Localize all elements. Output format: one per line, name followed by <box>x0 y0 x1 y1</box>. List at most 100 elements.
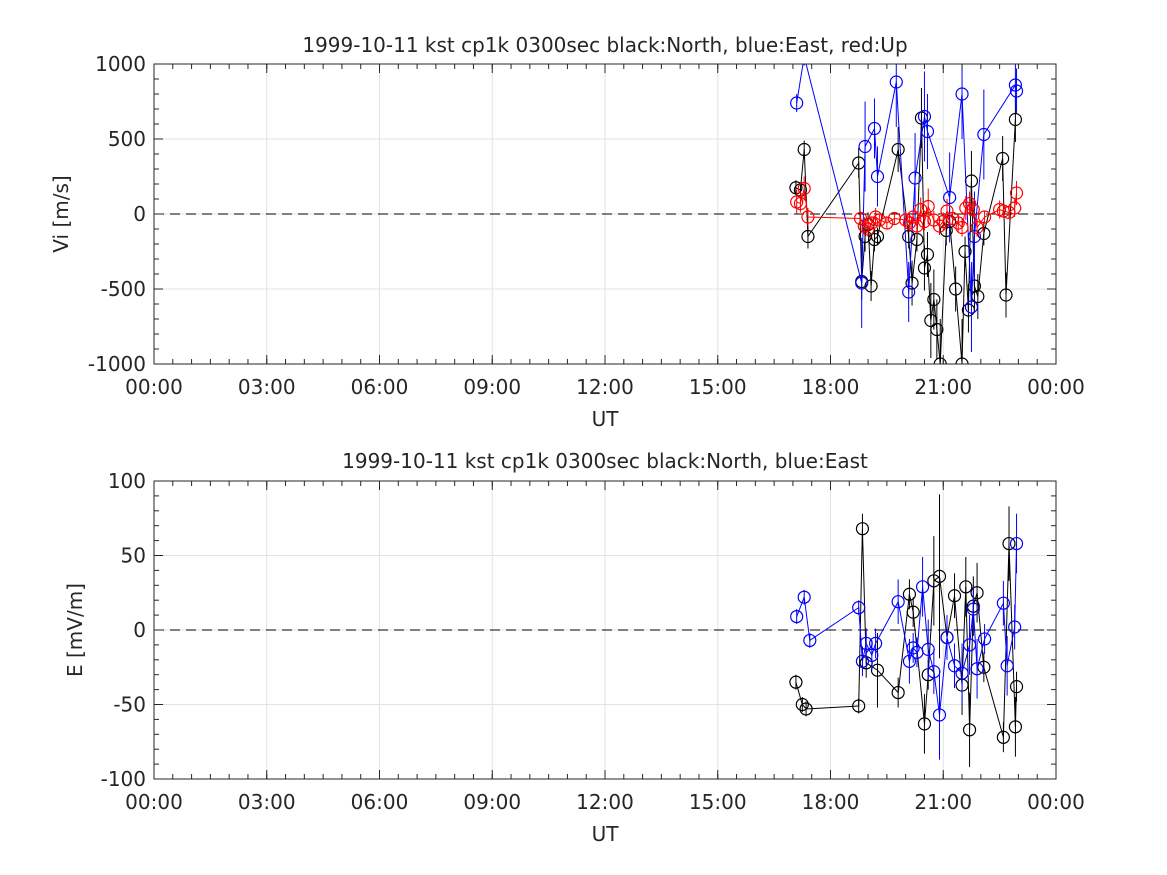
x-tick-label: 03:00 <box>238 790 296 814</box>
data-point <box>889 75 903 89</box>
data-point <box>790 609 804 624</box>
data-point <box>1008 112 1023 127</box>
data-point <box>955 666 969 680</box>
data-point <box>1009 536 1024 551</box>
x-tick-label: 18:00 <box>802 790 860 814</box>
data-point <box>947 659 962 673</box>
data-point <box>867 121 882 136</box>
data-point <box>797 142 811 157</box>
data-point <box>859 636 873 651</box>
data-point <box>939 223 953 238</box>
data-point <box>917 109 932 124</box>
y-tick-label: 50 <box>121 544 146 568</box>
series-line <box>795 528 1017 738</box>
data-point <box>970 586 984 600</box>
chart-title: 1999-10-11 kst cp1k 0300sec black:North,… <box>342 449 868 473</box>
x-tick-label: 21:00 <box>914 375 972 399</box>
data-point <box>996 596 1010 610</box>
data-point <box>868 210 883 224</box>
series-1 <box>790 64 1024 352</box>
data-point <box>906 641 920 655</box>
data-point <box>967 229 982 244</box>
data-point <box>932 708 947 722</box>
data-point <box>914 202 928 217</box>
data-point <box>899 213 913 227</box>
data-point <box>891 142 905 157</box>
x-tick-label: 18:00 <box>802 375 860 399</box>
data-point <box>943 190 957 205</box>
data-point <box>996 151 1010 166</box>
data-point <box>803 633 817 648</box>
data-point <box>797 181 811 196</box>
data-point <box>855 522 870 536</box>
data-point <box>955 357 969 364</box>
data-point <box>962 723 977 737</box>
data-point <box>917 261 932 275</box>
data-point <box>853 211 868 226</box>
x-tick-label: 15:00 <box>689 375 747 399</box>
data-point <box>855 276 869 290</box>
data-point <box>951 216 965 230</box>
data-point <box>790 96 804 110</box>
data-point <box>902 229 916 244</box>
data-point <box>932 219 947 233</box>
series-2 <box>790 176 1024 237</box>
data-point <box>977 632 992 646</box>
data-point <box>932 569 947 583</box>
data-point <box>958 244 972 259</box>
data-point <box>961 303 976 317</box>
data-point <box>927 292 941 307</box>
data-point <box>966 202 980 217</box>
series-line <box>796 188 1017 230</box>
x-tick-label: 15:00 <box>689 790 747 814</box>
x-tick-label: 09:00 <box>463 375 521 399</box>
data-point <box>852 601 866 615</box>
data-point <box>891 685 905 700</box>
data-point <box>908 171 922 185</box>
data-point <box>955 220 969 235</box>
data-point <box>795 697 809 712</box>
data-point <box>1002 536 1016 551</box>
data-point <box>927 665 941 679</box>
data-point <box>1000 659 1014 673</box>
x-tick-label: 06:00 <box>351 790 409 814</box>
data-point <box>801 229 815 244</box>
data-point <box>852 699 866 713</box>
efield-plot: 00:00 03:00 06:00 09:00 12:00 15:00 18:00 21:00… <box>63 449 1085 846</box>
data-point <box>933 357 947 364</box>
data-point <box>902 587 917 601</box>
x-tick-label: 00:00 <box>125 375 183 399</box>
data-point <box>906 605 920 619</box>
data-point <box>917 214 932 229</box>
data-point <box>930 322 944 337</box>
data-point <box>977 127 991 142</box>
data-point <box>1008 201 1022 215</box>
series-1 <box>790 513 1024 760</box>
data-point <box>970 220 984 235</box>
data-point <box>977 210 992 224</box>
x-tick-label: 21:00 <box>914 790 972 814</box>
data-point <box>797 590 811 604</box>
data-point <box>1009 186 1024 200</box>
y-tick-label: -100 <box>101 767 146 791</box>
x-tick-label: 00:00 <box>1027 375 1085 399</box>
x-axis-label: UT <box>592 822 620 846</box>
data-point <box>864 279 878 293</box>
data-point <box>970 662 984 676</box>
data-layer <box>154 64 1056 364</box>
data-point <box>964 300 979 314</box>
data-point <box>1009 84 1024 98</box>
series-line <box>796 64 1017 308</box>
data-point <box>920 247 935 262</box>
data-point <box>996 730 1010 744</box>
x-tick-label: 00:00 <box>1027 790 1085 814</box>
data-point <box>1009 680 1024 694</box>
data-point <box>865 648 879 662</box>
data-point <box>940 630 954 645</box>
y-tick-label: 0 <box>133 618 146 642</box>
y-tick-label: -500 <box>101 277 146 301</box>
data-point <box>966 602 980 616</box>
data-point <box>962 638 977 652</box>
data-point <box>880 216 894 230</box>
data-point <box>789 675 803 689</box>
